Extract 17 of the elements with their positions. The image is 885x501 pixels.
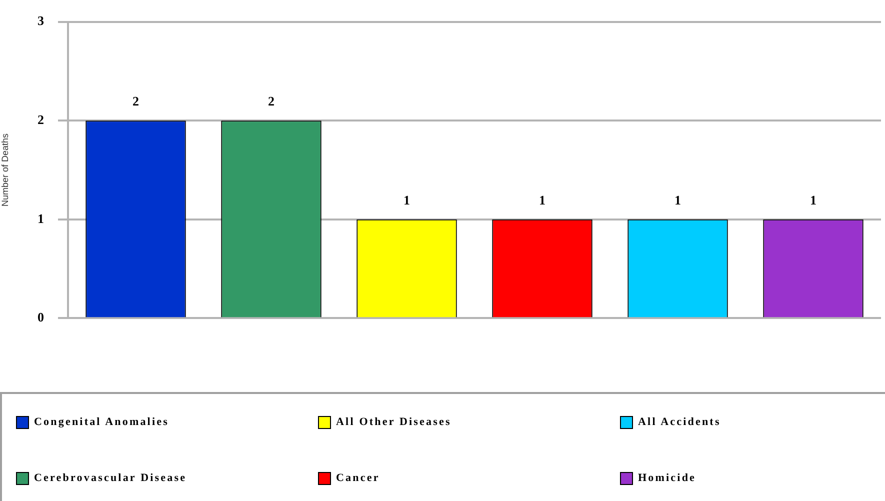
legend-label: All Accidents: [638, 416, 721, 428]
data-label: 2: [268, 93, 274, 108]
y-tick-label: 1: [38, 210, 44, 226]
y-tick-label: 2: [38, 112, 44, 127]
legend-label: Cancer: [336, 472, 380, 484]
legend-label: All Other Diseases: [336, 416, 452, 428]
legend-label: Homicide: [638, 472, 696, 484]
data-label: 2: [132, 93, 139, 108]
data-label: 1: [404, 192, 410, 208]
legend-label: Cerebrovascular Disease: [34, 472, 187, 484]
data-label: 1: [674, 192, 681, 208]
data-label: 1: [539, 192, 546, 208]
data-label: 1: [810, 192, 816, 208]
y-tick-label: 0: [38, 310, 44, 325]
y-tick-label: 3: [38, 13, 44, 28]
y-axis-title: Number of Deaths: [0, 132, 10, 207]
legend-label: Congenital Anomalies: [34, 416, 169, 428]
